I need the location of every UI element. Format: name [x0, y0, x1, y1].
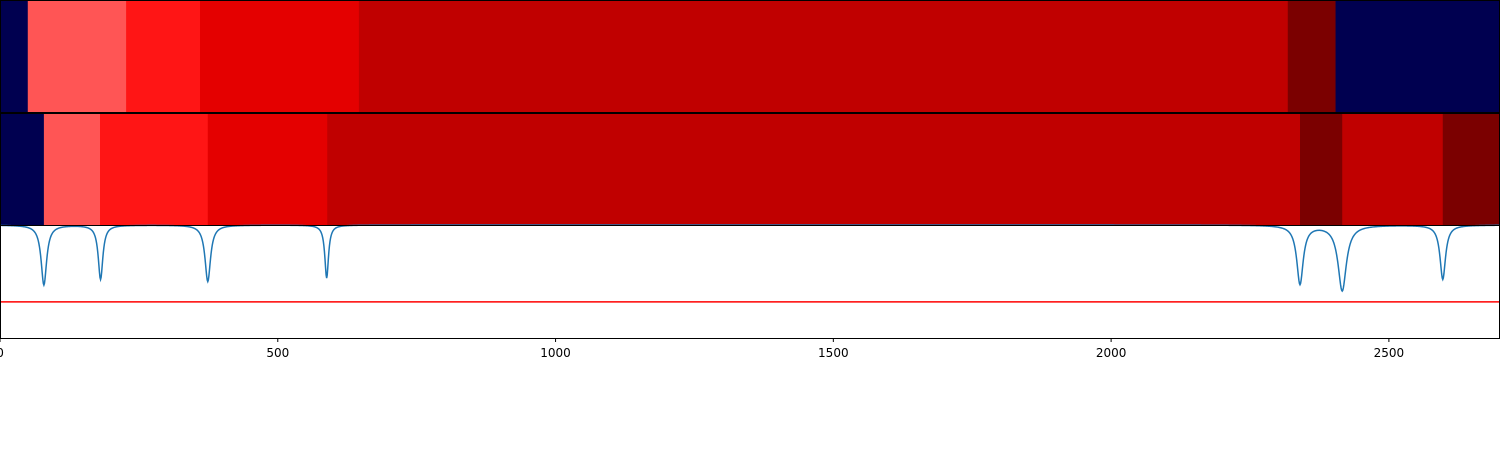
strip-2-segment-4 — [327, 113, 1301, 225]
strip-1-segment-1 — [27, 0, 127, 112]
strip-1-segment-2 — [126, 0, 201, 112]
trace-line — [0, 224, 1500, 293]
trace-panel — [0, 224, 1500, 303]
trace-panel-frame — [0, 225, 1500, 339]
strip-2-segment-6 — [1342, 113, 1444, 225]
strip-2-segment-5 — [1300, 113, 1343, 225]
strip-1-segment-6 — [1335, 0, 1500, 112]
strip-2-segment-7 — [1442, 113, 1500, 225]
strip-1-segment-3 — [200, 0, 360, 112]
strip-2-segment-3 — [207, 113, 328, 225]
x-tick-label-0: 0 — [0, 346, 4, 360]
strip-1-segment-4 — [358, 0, 1289, 112]
x-tick-label-4: 2000 — [1096, 346, 1127, 360]
x-tick-label-2: 1000 — [540, 346, 571, 360]
x-axis: 0 500 1000 1500 2000 2500 — [0, 338, 1404, 360]
heatmap-strip-2 — [0, 113, 1500, 225]
strip-2-segment-1 — [43, 113, 101, 225]
strip-1-segment-0 — [0, 0, 29, 112]
x-tick-label-1: 500 — [266, 346, 289, 360]
x-tick-label-5: 2500 — [1374, 346, 1405, 360]
heatmap-strip-1 — [0, 0, 1500, 112]
x-tick-label-3: 1500 — [818, 346, 849, 360]
strip-2-segment-0 — [0, 113, 45, 225]
strip-1-segment-5 — [1287, 0, 1337, 112]
strip-2-segment-2 — [100, 113, 209, 225]
